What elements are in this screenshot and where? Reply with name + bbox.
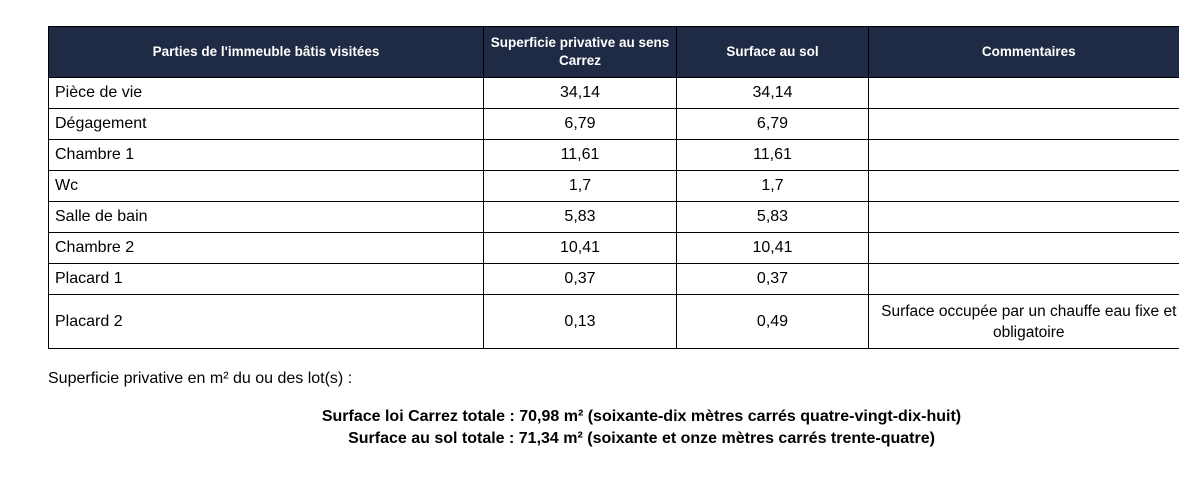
table-row: Chambre 1 11,61 11,61: [48, 139, 1179, 171]
table-row: Dégagement 6,79 6,79: [48, 108, 1179, 140]
room-comment: [868, 232, 1179, 264]
room-carrez: 10,41: [483, 232, 677, 264]
room-comment: [868, 263, 1179, 295]
surface-caption: Superficie privative en m² du ou des lot…: [48, 370, 353, 387]
room-name: Salle de bain: [48, 201, 484, 233]
room-carrez: 0,13: [483, 294, 677, 349]
table-row: Pièce de vie 34,14 34,14: [48, 77, 1179, 109]
total-sol: Surface au sol totale : 71,34 m² (soixan…: [348, 430, 935, 447]
table-row: Wc 1,7 1,7: [48, 170, 1179, 202]
room-sol: 10,41: [676, 232, 869, 264]
room-carrez: 6,79: [483, 108, 677, 140]
room-sol: 5,83: [676, 201, 869, 233]
header-parties: Parties de l'immeuble bâtis visitées: [48, 26, 484, 78]
room-sol: 34,14: [676, 77, 869, 109]
room-sol: 1,7: [676, 170, 869, 202]
room-name: Placard 2: [48, 294, 484, 349]
room-comment: [868, 108, 1179, 140]
table-row: Chambre 2 10,41 10,41: [48, 232, 1179, 264]
room-carrez: 0,37: [483, 263, 677, 295]
room-comment: [868, 139, 1179, 171]
surface-table: Parties de l'immeuble bâtis visitées Sup…: [48, 26, 1179, 349]
room-carrez: 34,14: [483, 77, 677, 109]
table-row: Placard 2 0,13 0,49 Surface occupée par …: [48, 294, 1179, 349]
room-name: Dégagement: [48, 108, 484, 140]
surface-table-container: Parties de l'immeuble bâtis visitées Sup…: [48, 26, 1179, 349]
header-commentaires: Commentaires: [868, 26, 1179, 78]
table-row: Salle de bain 5,83 5,83: [48, 201, 1179, 233]
room-name: Placard 1: [48, 263, 484, 295]
room-carrez: 1,7: [483, 170, 677, 202]
room-name: Chambre 2: [48, 232, 484, 264]
room-comment: [868, 201, 1179, 233]
room-sol: 0,49: [676, 294, 869, 349]
room-carrez: 11,61: [483, 139, 677, 171]
table-header-row: Parties de l'immeuble bâtis visitées Sup…: [48, 26, 1179, 78]
header-sol: Surface au sol: [676, 26, 869, 78]
surface-totals: Surface loi Carrez totale : 70,98 m² (so…: [0, 406, 1179, 450]
room-name: Wc: [48, 170, 484, 202]
room-sol: 11,61: [676, 139, 869, 171]
room-name: Pièce de vie: [48, 77, 484, 109]
room-name: Chambre 1: [48, 139, 484, 171]
room-sol: 0,37: [676, 263, 869, 295]
room-comment: [868, 77, 1179, 109]
header-carrez: Superficie privative au sens Carrez: [483, 26, 677, 78]
total-carrez: Surface loi Carrez totale : 70,98 m² (so…: [321, 408, 962, 425]
room-comment: Surface occupée par un chauffe eau fixe …: [868, 294, 1179, 349]
room-carrez: 5,83: [483, 201, 677, 233]
room-comment: [868, 170, 1179, 202]
room-sol: 6,79: [676, 108, 869, 140]
table-row: Placard 1 0,37 0,37: [48, 263, 1179, 295]
